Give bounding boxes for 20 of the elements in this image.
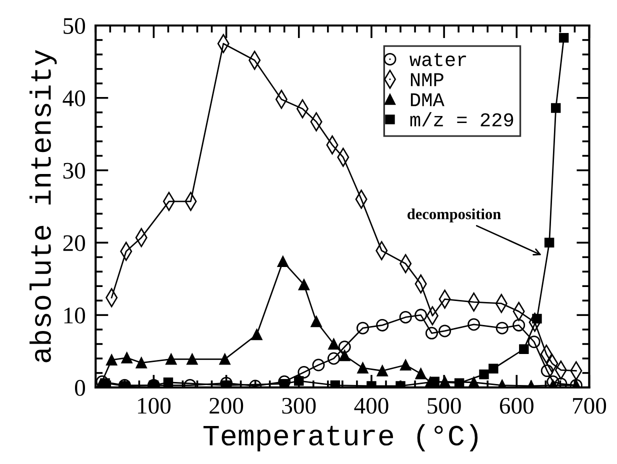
x-tick-label: 400 [354,398,388,414]
x-tick-label: 600 [500,398,534,414]
legend-label: m/z = 229 [410,112,514,126]
y-tick-label: 50 [64,18,86,34]
annotation: decomposition [408,208,501,222]
x-tick-label: 700 [573,398,606,414]
legend-label: water [410,53,466,66]
y-tick-label: 40 [62,90,86,106]
y-tick-label: 20 [63,235,86,252]
y-tick-label: 0 [75,380,86,396]
y-tick-label: 30 [63,162,86,179]
x-axis-title: Temperature (°C) [203,424,478,452]
y-axis-title: absolute intensity [30,50,57,362]
x-tick-label: 500 [428,398,461,414]
legend-label: NMP [410,73,444,86]
x-tick-label: 200 [210,398,244,414]
legend-label: DMA [410,93,444,106]
x-tick-label: 300 [282,398,316,414]
y-tick-label: 10 [64,308,86,324]
x-tick-label: 100 [138,398,171,414]
